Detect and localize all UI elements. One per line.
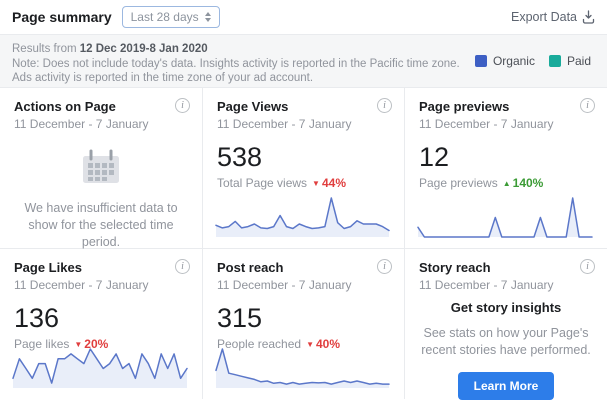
organic-label: Organic: [492, 54, 535, 68]
story-cta-title: Get story insights: [450, 300, 562, 315]
card-date-range: 11 December - 7 January: [14, 278, 149, 292]
info-icon[interactable]: i: [377, 259, 392, 274]
delta-value: 20%: [84, 337, 109, 351]
card-page-previews[interactable]: Page previews 11 December - 7 January i …: [405, 88, 607, 249]
export-data-button[interactable]: Export Data: [511, 10, 595, 24]
metric-label: People reached: [217, 337, 302, 351]
card-date-range: 11 December - 7 January: [217, 278, 352, 292]
legend: Organic Paid: [474, 42, 595, 80]
metric-value: 315: [217, 303, 263, 333]
card-title: Actions on Page: [14, 99, 116, 114]
legend-item-paid: Paid: [548, 54, 591, 68]
page-previews-sparkline-chart: [417, 195, 593, 239]
delta-arrow-icon: ▼: [306, 339, 314, 349]
paid-swatch-icon: [548, 55, 561, 67]
card-actions-on-page[interactable]: Actions on Page 11 December - 7 January …: [0, 88, 203, 249]
date-range-selector[interactable]: Last 28 days: [121, 6, 220, 28]
delta-arrow-icon: ▼: [312, 178, 320, 188]
delta-value: 40%: [316, 337, 341, 351]
metric-value: 12: [419, 142, 450, 172]
metric-value: 136: [14, 303, 60, 333]
story-cta-text: See stats on how your Page's recent stor…: [421, 326, 591, 357]
download-icon: [582, 10, 595, 24]
info-icon[interactable]: i: [580, 98, 595, 113]
delta-value: 44%: [321, 176, 346, 190]
metric-value: 538: [217, 142, 263, 172]
card-page-likes[interactable]: Page Likes 11 December - 7 January i 136…: [0, 249, 203, 399]
results-prefix: Results from: [12, 43, 80, 55]
legend-item-organic: Organic: [474, 54, 535, 68]
card-title: Post reach: [217, 260, 284, 275]
card-date-range: 11 December - 7 January: [217, 117, 352, 131]
empty-state: We have insufficient data to show for th…: [14, 147, 188, 251]
learn-more-button[interactable]: Learn More: [457, 372, 555, 400]
card-story-reach[interactable]: Story reach 11 December - 7 January i Ge…: [405, 249, 607, 400]
note-body: Note: Does not include today's data. Ins…: [12, 57, 460, 85]
card-date-range: 11 December - 7 January: [419, 278, 554, 292]
delta-value: 140%: [512, 176, 544, 190]
card-title: Page previews: [419, 99, 510, 114]
delta-badge: ▼ 40%: [306, 337, 340, 351]
sort-caret-icon: [204, 12, 211, 22]
card-title: Page Likes: [14, 260, 82, 275]
delta-arrow-icon: ▲: [502, 178, 511, 188]
info-icon[interactable]: i: [580, 259, 595, 274]
info-icon[interactable]: i: [377, 98, 392, 113]
results-range: 12 Dec 2019-8 Jan 2020: [79, 43, 208, 55]
post-reach-sparkline-chart: [215, 346, 390, 390]
delta-badge: ▼ 44%: [312, 176, 346, 190]
export-data-label: Export Data: [510, 10, 577, 24]
metric-row: Total Page views ▼ 44%: [217, 176, 390, 190]
metric-row: People reached ▼ 40%: [217, 337, 390, 351]
calendar-icon: [83, 149, 119, 183]
metric-row: Page likes ▼ 20%: [14, 337, 188, 351]
card-date-range: 11 December - 7 January: [14, 117, 149, 131]
page-likes-sparkline-chart: [12, 346, 188, 390]
note-bar: Results from 12 Dec 2019-8 Jan 2020 Note…: [0, 34, 607, 88]
date-range-value: Last 28 days: [130, 10, 199, 24]
card-title: Page Views: [217, 99, 289, 114]
empty-message: We have insufficient data to show for th…: [24, 201, 178, 249]
card-title: Story reach: [419, 260, 491, 275]
metric-row: Page previews ▲ 140%: [419, 176, 593, 190]
delta-badge: ▲ 140%: [503, 176, 544, 190]
metric-label: Total Page views: [217, 176, 308, 190]
delta-arrow-icon: ▼: [74, 339, 83, 349]
info-icon[interactable]: i: [175, 98, 190, 113]
story-cta: Get story insights See stats on how your…: [419, 300, 593, 400]
card-date-range: 11 December - 7 January: [419, 117, 554, 131]
summary-cards-grid: Actions on Page 11 December - 7 January …: [0, 88, 607, 400]
header: Page summary Last 28 days Export Data: [0, 0, 607, 34]
note-text: Results from 12 Dec 2019-8 Jan 2020 Note…: [12, 42, 475, 84]
organic-swatch-icon: [474, 55, 487, 67]
card-post-reach[interactable]: Post reach 11 December - 7 January i 315…: [203, 249, 405, 399]
metric-label: Page likes: [14, 337, 70, 351]
page-views-sparkline-chart: [215, 195, 390, 239]
page-title: Page summary: [12, 9, 112, 25]
paid-label: Paid: [566, 54, 591, 68]
card-page-views[interactable]: Page Views 11 December - 7 January i 538…: [203, 88, 405, 249]
info-icon[interactable]: i: [175, 259, 190, 274]
delta-badge: ▼ 20%: [74, 337, 108, 351]
metric-label: Page previews: [419, 176, 498, 190]
